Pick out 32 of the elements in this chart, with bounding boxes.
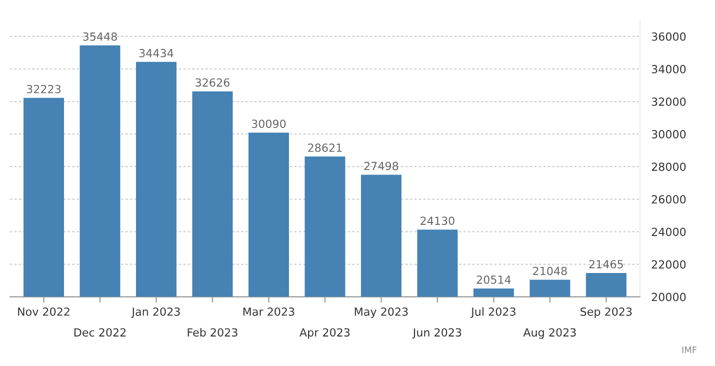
x-tick-label: Nov 2022 [18,307,70,316]
x-tick-label: Jun 2023 [412,328,462,339]
data-label: 30090 [252,120,286,128]
data-label: 32626 [196,78,230,87]
x-tick-label: Jul 2023 [470,307,516,318]
x-tick-label: May 2023 [354,307,408,318]
data-label: 27498 [364,162,398,170]
y-tick-label: 30000 [652,130,686,138]
y-tick-label: 36000 [652,32,686,41]
y-tick-label: 34000 [652,64,686,74]
x-tick-label: Aug 2023 [523,328,576,339]
data-label: 28621 [308,144,342,152]
x-tick-label: Feb 2023 [188,328,238,337]
data-label: 34434 [139,48,174,58]
y-tick-label: 22000 [652,260,686,269]
x-tick-label: Dec 2022 [74,328,126,337]
y-tick-label: 24000 [652,228,686,236]
data-label: 21048 [533,266,567,276]
x-tick-label: Apr 2023 [300,328,350,339]
data-label: 20514 [476,275,511,284]
y-tick-label: 20000 [652,292,686,302]
y-tick-label: 28000 [652,162,686,171]
data-label: 21465 [589,260,623,268]
data-label: 24130 [420,216,454,226]
x-tick-label: Mar 2023 [243,307,294,316]
x-tick-label: Jan 2023 [131,307,180,318]
x-tick-label: Sep 2023 [580,307,632,318]
y-tick-label: 26000 [652,195,686,204]
data-label: 32223 [26,84,61,94]
y-tick-label: 32000 [652,97,686,106]
data-label: 35448 [83,32,117,41]
text: IMF [682,346,697,354]
